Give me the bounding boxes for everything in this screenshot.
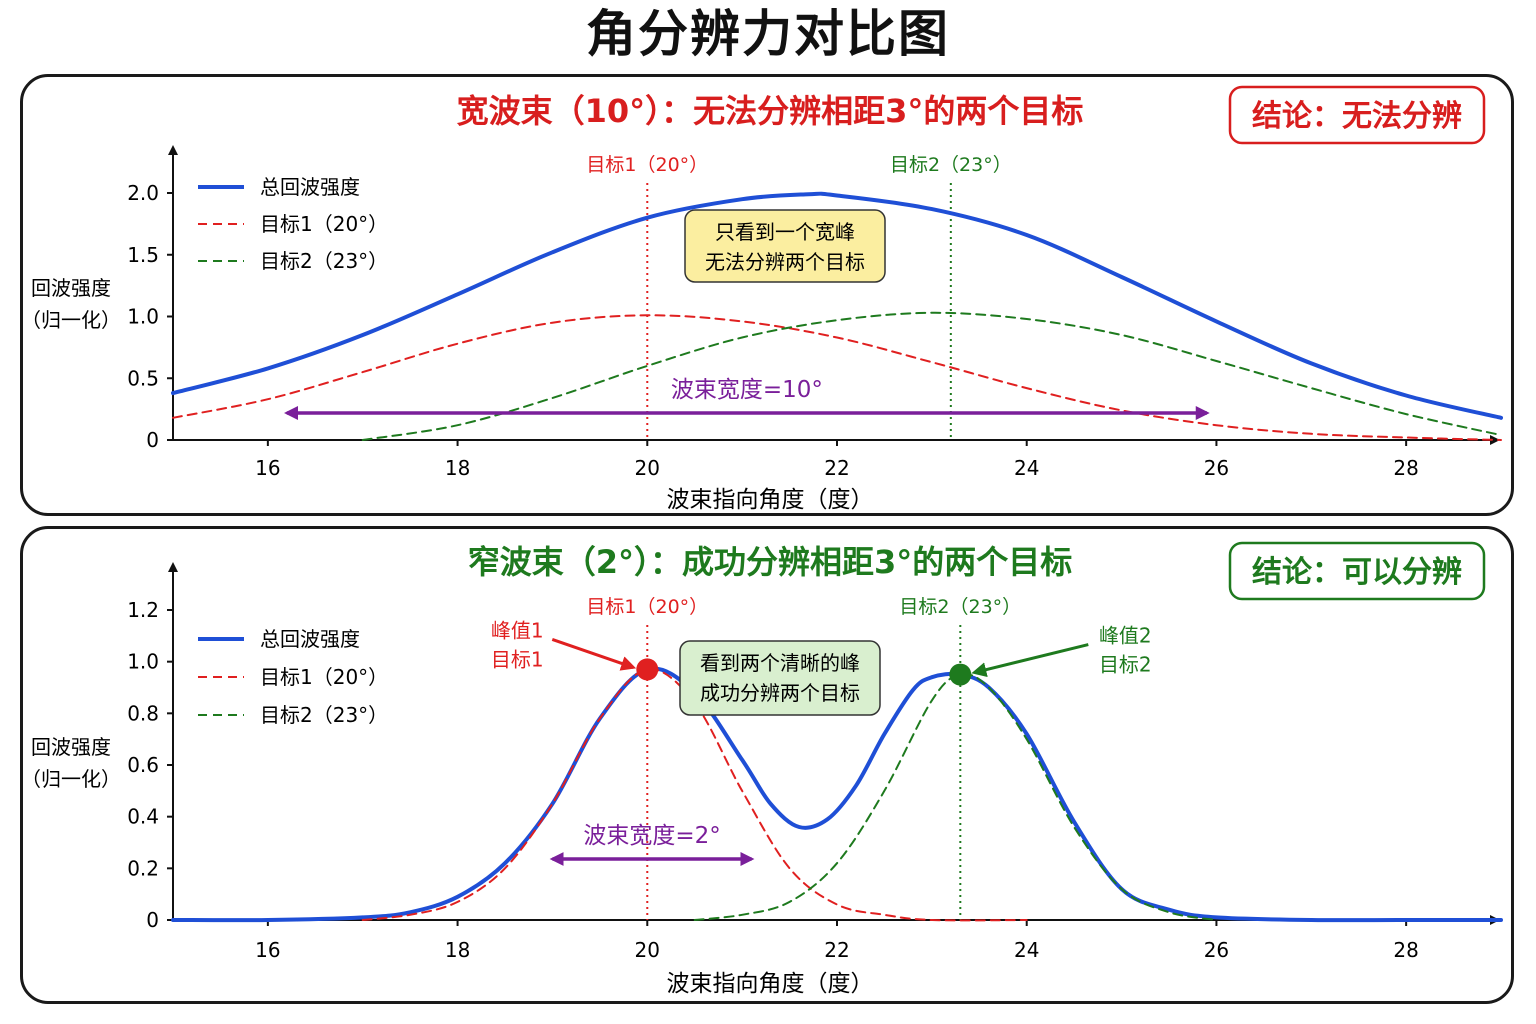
legend-label: 总回波强度 [260, 627, 360, 651]
legend-label: 目标1（20°） [260, 212, 388, 236]
beam-width-label: 波束宽度=2° [583, 823, 720, 849]
y-tick-label: 1.0 [127, 305, 159, 329]
panel-heading: 窄波束（2°）：成功分辨相距3°的两个目标 [468, 543, 1073, 581]
peak-dot-1 [636, 658, 659, 681]
peak-label-1: 峰值1 [491, 618, 544, 642]
y-axis-label: （归一化） [21, 308, 121, 332]
x-tick-label: 24 [1014, 456, 1039, 480]
series-line-total [171, 666, 1503, 923]
conclusion-label: 结论：无法分辨 [1252, 99, 1462, 134]
note-text: 成功分辨两个目标 [700, 681, 860, 705]
x-tick-label: 26 [1204, 938, 1229, 962]
y-axis-label: 回波强度 [31, 735, 111, 759]
y-tick-label: 0.8 [127, 701, 159, 725]
conclusion-label: 结论：可以分辨 [1252, 555, 1462, 590]
panel-heading: 宽波束（10°）：无法分辨相距3°的两个目标 [457, 92, 1084, 130]
x-tick-label: 18 [445, 938, 470, 962]
x-tick-label: 28 [1393, 456, 1418, 480]
y-axis-label: 回波强度 [31, 276, 111, 300]
legend-label: 总回波强度 [260, 175, 360, 199]
legend-label: 目标2（23°） [260, 703, 388, 727]
x-tick-label: 16 [255, 456, 280, 480]
legend-label: 目标1（20°） [260, 665, 388, 689]
series-line-total [171, 191, 1503, 420]
y-tick-label: 0 [146, 428, 159, 452]
x-tick-label: 16 [255, 938, 280, 962]
series-line-target1 [172, 314, 1502, 441]
x-axis-label: 波束指向角度（度） [667, 971, 874, 997]
x-tick-label: 20 [635, 456, 660, 480]
note-text: 只看到一个宽峰 [715, 220, 855, 244]
narrow-beam-chart: 窄波束（2°）：成功分辨相距3°的两个目标 结论：可以分辨 0 0.2 0.4 0.6 0.… [21, 541, 1503, 997]
x-tick-label: 26 [1204, 456, 1229, 480]
target-marker-label-1: 目标1（20°） [586, 154, 708, 176]
peak-label-1: 目标1 [491, 647, 544, 671]
target-marker-label-1: 目标1（20°） [586, 596, 708, 618]
x-tick-label: 20 [635, 938, 660, 962]
x-tick-label: 24 [1014, 938, 1039, 962]
x-tick-label: 22 [824, 938, 849, 962]
y-axis-label: （归一化） [21, 767, 121, 791]
note-box [684, 209, 886, 283]
conclusion-box [1228, 541, 1486, 601]
target-marker-label-2: 目标2（23°） [890, 154, 1012, 176]
target-marker-label-2: 目标2（23°） [899, 596, 1021, 618]
conclusion-box [1228, 85, 1486, 145]
peak-arrow-2 [971, 643, 1089, 678]
peak-arrow-1 [551, 637, 637, 671]
y-tick-label: 0.6 [127, 753, 159, 777]
peak-label-2: 目标2 [1099, 653, 1152, 677]
peak-dot-2 [949, 663, 972, 686]
note-box [679, 640, 881, 716]
y-tick-label: 1.2 [127, 598, 159, 622]
y-tick-label: 1.5 [127, 243, 159, 267]
beam-width-label: 波束宽度=10° [671, 377, 823, 403]
narrow-beam-panel: 窄波束（2°）：成功分辨相距3°的两个目标 结论：可以分辨 0 0.2 0.4 0.6 0.… [20, 526, 1514, 1004]
y-tick-label: 0.2 [127, 856, 159, 880]
x-tick-label: 18 [445, 456, 470, 480]
x-tick-label: 22 [824, 456, 849, 480]
note-text: 无法分辨两个目标 [705, 250, 865, 274]
wide-beam-chart: 宽波束（10°）：无法分辨相距3°的两个目标 结论：无法分辨 0 0.5 1.0 1.5 2… [21, 85, 1503, 513]
series-line-target1 [361, 668, 1028, 922]
x-tick-label: 28 [1393, 938, 1418, 962]
y-tick-label: 1.0 [127, 650, 159, 674]
y-tick-label: 2.0 [127, 181, 159, 205]
wide-beam-panel: 宽波束（10°）：无法分辨相距3°的两个目标 结论：无法分辨 0 0.5 1.0 1.5 2… [20, 74, 1514, 516]
legend-label: 目标2（23°） [260, 249, 388, 273]
y-tick-label: 0.5 [127, 366, 159, 390]
y-tick-label: 0 [146, 908, 159, 932]
x-axis-label: 波束指向角度（度） [667, 487, 874, 513]
series-line-target2 [361, 311, 1502, 441]
page-title: 角分辨力对比图 [586, 5, 950, 63]
note-text: 看到两个清晰的峰 [700, 651, 860, 675]
peak-label-2: 峰值2 [1099, 624, 1152, 648]
y-tick-label: 0.4 [127, 805, 159, 829]
